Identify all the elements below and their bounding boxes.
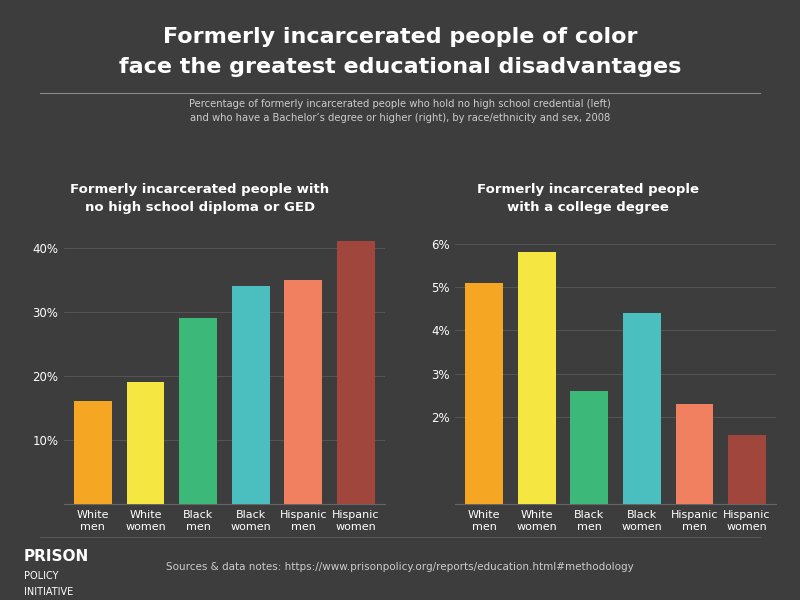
Text: Percentage of formerly incarcerated people who hold no high school credential (l: Percentage of formerly incarcerated peop…: [189, 99, 611, 123]
Bar: [232, 286, 270, 504]
Bar: [570, 391, 608, 504]
Text: Sources & data notes: https://www.prisonpolicy.org/reports/education.html#method: Sources & data notes: https://www.prison…: [166, 562, 634, 572]
Bar: [74, 401, 112, 504]
Bar: [518, 253, 556, 504]
Bar: [675, 404, 714, 504]
Bar: [623, 313, 661, 504]
Bar: [179, 318, 217, 504]
Bar: [126, 382, 165, 504]
Text: INITIATIVE: INITIATIVE: [24, 587, 74, 597]
Text: face the greatest educational disadvantages: face the greatest educational disadvanta…: [119, 57, 681, 77]
Text: Formerly incarcerated people with
no high school diploma or GED: Formerly incarcerated people with no hig…: [70, 183, 330, 214]
Text: Formerly incarcerated people of color: Formerly incarcerated people of color: [162, 27, 638, 47]
Text: Formerly incarcerated people
with a college degree: Formerly incarcerated people with a coll…: [477, 183, 699, 214]
Bar: [466, 283, 503, 504]
Bar: [728, 434, 766, 504]
Text: POLICY: POLICY: [24, 571, 58, 581]
Bar: [337, 241, 374, 504]
Text: PRISON: PRISON: [24, 549, 90, 564]
Bar: [284, 280, 322, 504]
